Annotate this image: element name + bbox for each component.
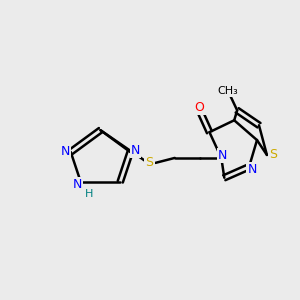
Text: H: H [85,189,93,199]
Text: CH₃: CH₃ [218,85,238,96]
Text: N: N [248,163,257,176]
Text: N: N [61,146,70,158]
Text: N: N [131,144,140,157]
Text: S: S [146,156,154,170]
Text: O: O [195,101,205,114]
Text: N: N [218,149,227,162]
Text: S: S [269,148,277,161]
Text: N: N [72,178,82,191]
